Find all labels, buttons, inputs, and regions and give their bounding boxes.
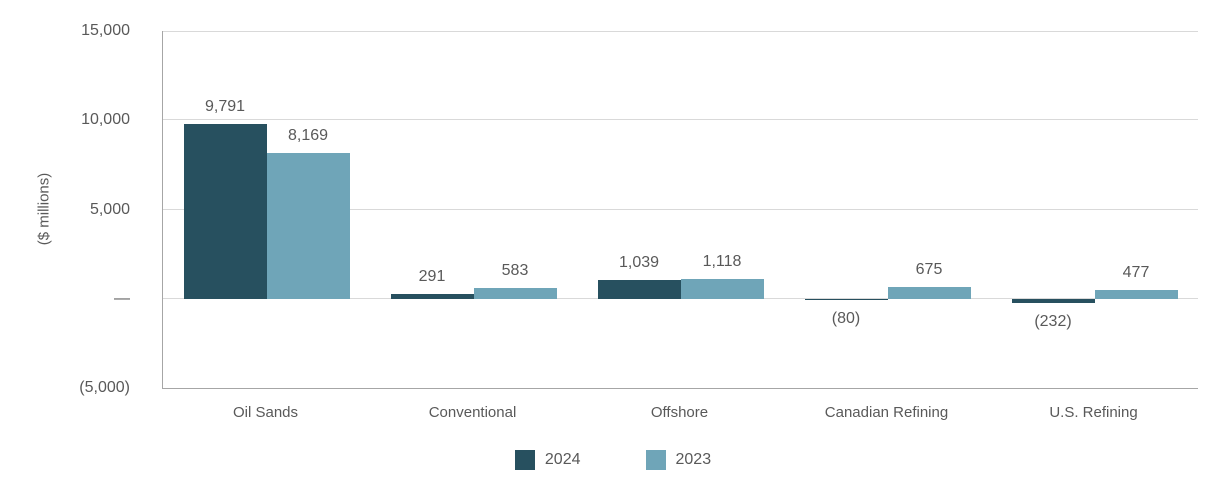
- bar-label-2023-oil-sands: 8,169: [287, 126, 329, 144]
- gridline-5000: [163, 208, 1198, 210]
- gridline-15000: [163, 31, 1198, 32]
- bar-2023-u-s-refining: [1094, 290, 1178, 299]
- bar-2023-conventional: [473, 288, 557, 299]
- legend-label-2024: 2024: [544, 451, 581, 468]
- bar-label-2023-u-s-refining: 477: [1122, 264, 1150, 282]
- x-label-offshore: Offshore: [650, 404, 709, 421]
- x-label-canadian-refining: Canadian Refining: [824, 404, 949, 421]
- y-tick-5000: 5,000: [89, 200, 130, 218]
- bar-2024-oil-sands: [183, 123, 267, 299]
- bar-label-2024-canadian-refining: (80): [831, 310, 861, 328]
- y-tick-0: —: [114, 289, 130, 307]
- legend-item-2023: 2023: [645, 450, 712, 470]
- legend-swatch-2023: [645, 450, 666, 470]
- bar-label-2024-conventional: 291: [418, 267, 446, 285]
- gridline-10000: [163, 119, 1198, 121]
- y-tick--5000: (5,000): [79, 379, 130, 396]
- legend-swatch-2024: [514, 450, 535, 470]
- bar-label-2023-conventional: 583: [501, 262, 529, 280]
- plot-area: 9,791 291 1,039 (80) (232) 8,169 583 1,118 675 47…: [162, 31, 1198, 389]
- bar-2023-canadian-refining: [887, 286, 971, 299]
- bar-2024-offshore: [597, 280, 681, 299]
- x-label-oil-sands: Oil Sands: [232, 404, 299, 421]
- legend-label-2023: 2023: [675, 451, 712, 468]
- bar-2023-offshore: [680, 278, 764, 299]
- y-tick-10000: 10,000: [81, 111, 130, 129]
- x-label-conventional: Conventional: [428, 404, 517, 421]
- bar-2024-canadian-refining: [804, 298, 888, 301]
- x-label-u-s-refining: U.S. Refining: [1049, 404, 1138, 421]
- bar-2024-u-s-refining: [1011, 298, 1095, 303]
- bar-label-2024-u-s-refining: (232): [1034, 312, 1072, 330]
- bar-label-2024-offshore: 1,039: [618, 254, 660, 272]
- legend: 2024 2023: [0, 450, 1226, 470]
- bar-label-2024-oil-sands: 9,791: [204, 97, 246, 115]
- legend-item-2024: 2024: [514, 450, 581, 470]
- y-tick-15000: 15,000: [81, 22, 130, 39]
- bar-label-2023-offshore: 1,118: [702, 252, 742, 270]
- bar-2024-conventional: [390, 293, 474, 299]
- bar-label-2023-canadian-refining: 675: [915, 260, 943, 278]
- bar-2023-oil-sands: [266, 152, 350, 299]
